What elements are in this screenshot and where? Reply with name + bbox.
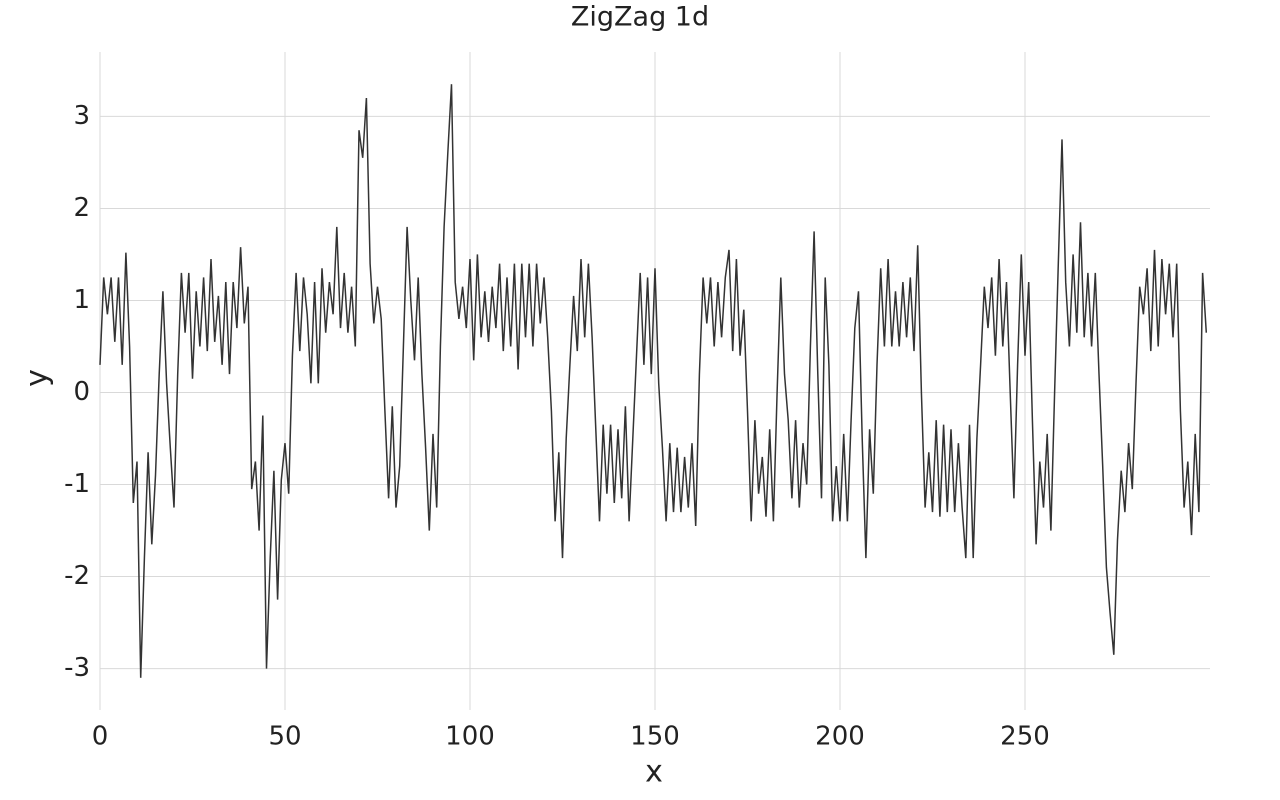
line bbox=[99, 84, 1208, 678]
y-tick-label: 1 bbox=[73, 285, 90, 315]
chart-title: ZigZag 1d bbox=[571, 2, 709, 33]
y-axis-label: y bbox=[20, 369, 55, 387]
x-tick-label: 200 bbox=[815, 722, 865, 752]
y-tick-label: 0 bbox=[73, 377, 90, 407]
y-tick-label: -2 bbox=[64, 561, 90, 591]
y-tick-label: 3 bbox=[73, 101, 90, 131]
y-tick-label: -1 bbox=[64, 469, 90, 499]
x-tick-label: 150 bbox=[630, 722, 680, 752]
x-tick-label: 50 bbox=[268, 722, 301, 752]
x-tick-label: 100 bbox=[445, 722, 495, 752]
y-tick-label: 2 bbox=[73, 193, 90, 223]
x-tick-label: 250 bbox=[1000, 722, 1050, 752]
y-tick-label: -3 bbox=[64, 653, 90, 683]
x-axis-label: x bbox=[645, 755, 663, 790]
x-tick-label: 0 bbox=[92, 722, 109, 752]
